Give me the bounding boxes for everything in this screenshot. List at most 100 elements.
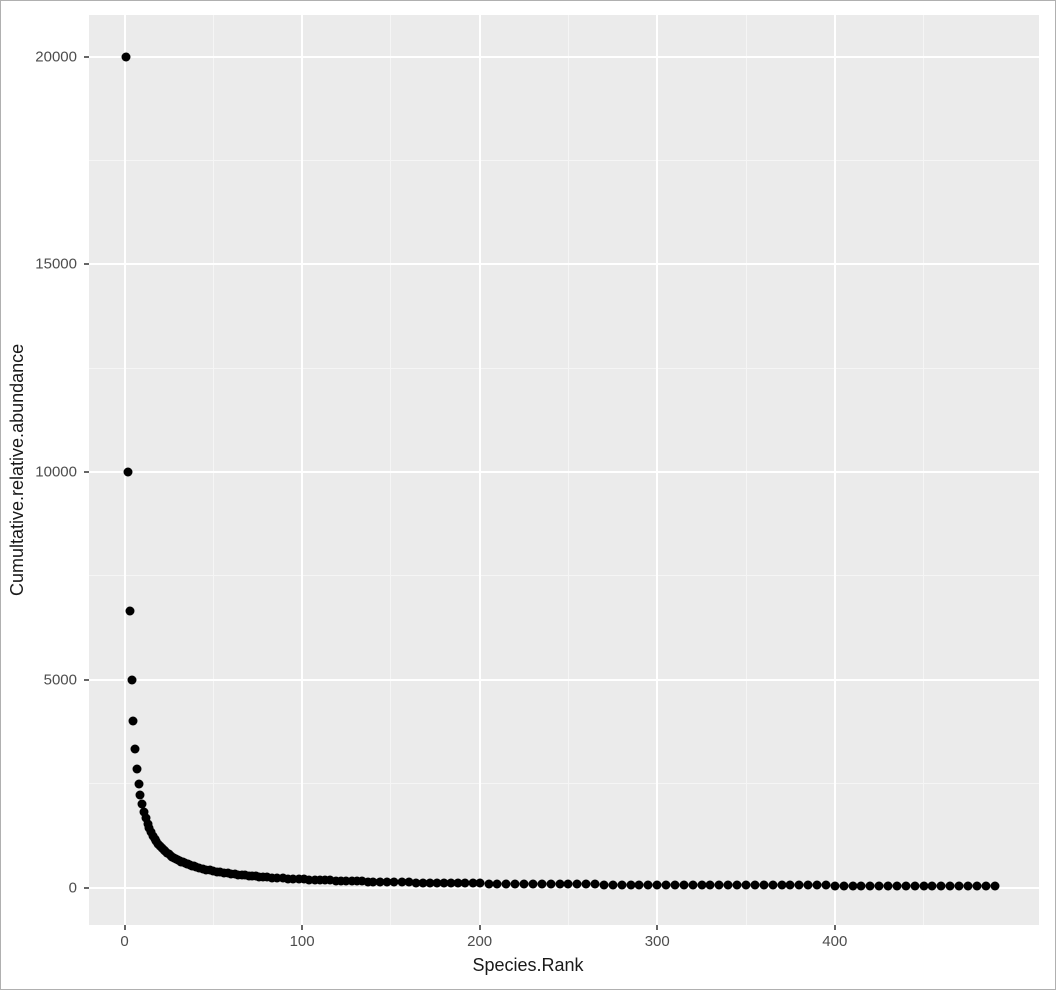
data-point xyxy=(875,881,884,890)
y-tick-label: 20000 xyxy=(35,48,77,65)
data-point xyxy=(697,881,706,890)
x-tick-mark xyxy=(479,925,481,930)
y-tick-mark xyxy=(84,471,89,473)
data-point xyxy=(132,764,141,773)
data-point xyxy=(786,881,795,890)
data-point xyxy=(502,879,511,888)
x-tick-label: 300 xyxy=(645,933,670,950)
data-point xyxy=(644,880,653,889)
data-point xyxy=(866,881,875,890)
data-point xyxy=(813,881,822,890)
data-point xyxy=(662,880,671,889)
grid-minor-v xyxy=(390,15,391,925)
y-tick-label: 10000 xyxy=(35,464,77,481)
data-point xyxy=(777,881,786,890)
data-point xyxy=(830,881,839,890)
data-point xyxy=(955,881,964,890)
grid-major-v xyxy=(301,15,303,925)
data-point xyxy=(759,881,768,890)
data-point xyxy=(475,879,484,888)
data-point xyxy=(131,745,140,754)
data-point xyxy=(750,881,759,890)
grid-major-v xyxy=(656,15,658,925)
x-tick-mark xyxy=(834,925,836,930)
data-point xyxy=(617,880,626,889)
data-point xyxy=(795,881,804,890)
chart-container: Cumultative.relative.abundance Species.R… xyxy=(0,0,1056,990)
data-point xyxy=(127,675,136,684)
y-axis-title: Cumultative.relative.abundance xyxy=(7,15,28,925)
data-point xyxy=(511,879,520,888)
x-tick-mark xyxy=(124,925,126,930)
x-tick-label: 200 xyxy=(467,933,492,950)
data-point xyxy=(963,881,972,890)
data-point xyxy=(136,791,145,800)
data-point xyxy=(564,880,573,889)
grid-minor-h xyxy=(89,160,1039,161)
x-tick-label: 400 xyxy=(822,933,847,950)
data-point xyxy=(591,880,600,889)
data-point xyxy=(990,881,999,890)
grid-minor-v xyxy=(923,15,924,925)
data-point xyxy=(493,879,502,888)
data-point xyxy=(715,881,724,890)
data-point xyxy=(125,606,134,615)
grid-major-h xyxy=(89,471,1039,473)
x-tick-mark xyxy=(301,925,303,930)
data-point xyxy=(626,880,635,889)
x-tick-label: 0 xyxy=(120,933,128,950)
data-point xyxy=(857,881,866,890)
data-point xyxy=(599,880,608,889)
data-point xyxy=(804,881,813,890)
data-point xyxy=(124,468,133,477)
data-point xyxy=(742,881,751,890)
grid-major-h xyxy=(89,263,1039,265)
data-point xyxy=(582,880,591,889)
data-point xyxy=(555,880,564,889)
grid-major-v xyxy=(834,15,836,925)
plot-panel xyxy=(89,15,1039,925)
data-point xyxy=(733,881,742,890)
data-point xyxy=(688,880,697,889)
x-tick-mark xyxy=(656,925,658,930)
data-point xyxy=(706,881,715,890)
grid-major-h xyxy=(89,679,1039,681)
data-point xyxy=(910,881,919,890)
x-axis-title: Species.Rank xyxy=(1,955,1055,976)
y-tick-mark xyxy=(84,263,89,265)
data-point xyxy=(573,880,582,889)
grid-minor-v xyxy=(568,15,569,925)
data-point xyxy=(608,880,617,889)
x-tick-label: 100 xyxy=(290,933,315,950)
data-point xyxy=(972,881,981,890)
data-point xyxy=(724,881,733,890)
data-point xyxy=(122,52,131,61)
data-point xyxy=(821,881,830,890)
y-tick-label: 5000 xyxy=(44,671,77,688)
data-point xyxy=(134,779,143,788)
grid-minor-h xyxy=(89,575,1039,576)
grid-major-v xyxy=(479,15,481,925)
data-point xyxy=(670,880,679,889)
data-point xyxy=(981,881,990,890)
grid-minor-h xyxy=(89,368,1039,369)
y-tick-label: 15000 xyxy=(35,256,77,273)
data-point xyxy=(129,717,138,726)
data-point xyxy=(928,881,937,890)
data-point xyxy=(679,880,688,889)
data-point xyxy=(946,881,955,890)
data-point xyxy=(546,880,555,889)
y-tick-mark xyxy=(84,887,89,889)
grid-minor-v xyxy=(213,15,214,925)
data-point xyxy=(919,881,928,890)
data-point xyxy=(484,879,493,888)
data-point xyxy=(901,881,910,890)
data-point xyxy=(635,880,644,889)
data-point xyxy=(937,881,946,890)
data-point xyxy=(528,879,537,888)
data-point xyxy=(839,881,848,890)
grid-major-h xyxy=(89,56,1039,58)
data-point xyxy=(768,881,777,890)
grid-minor-h xyxy=(89,783,1039,784)
data-point xyxy=(848,881,857,890)
